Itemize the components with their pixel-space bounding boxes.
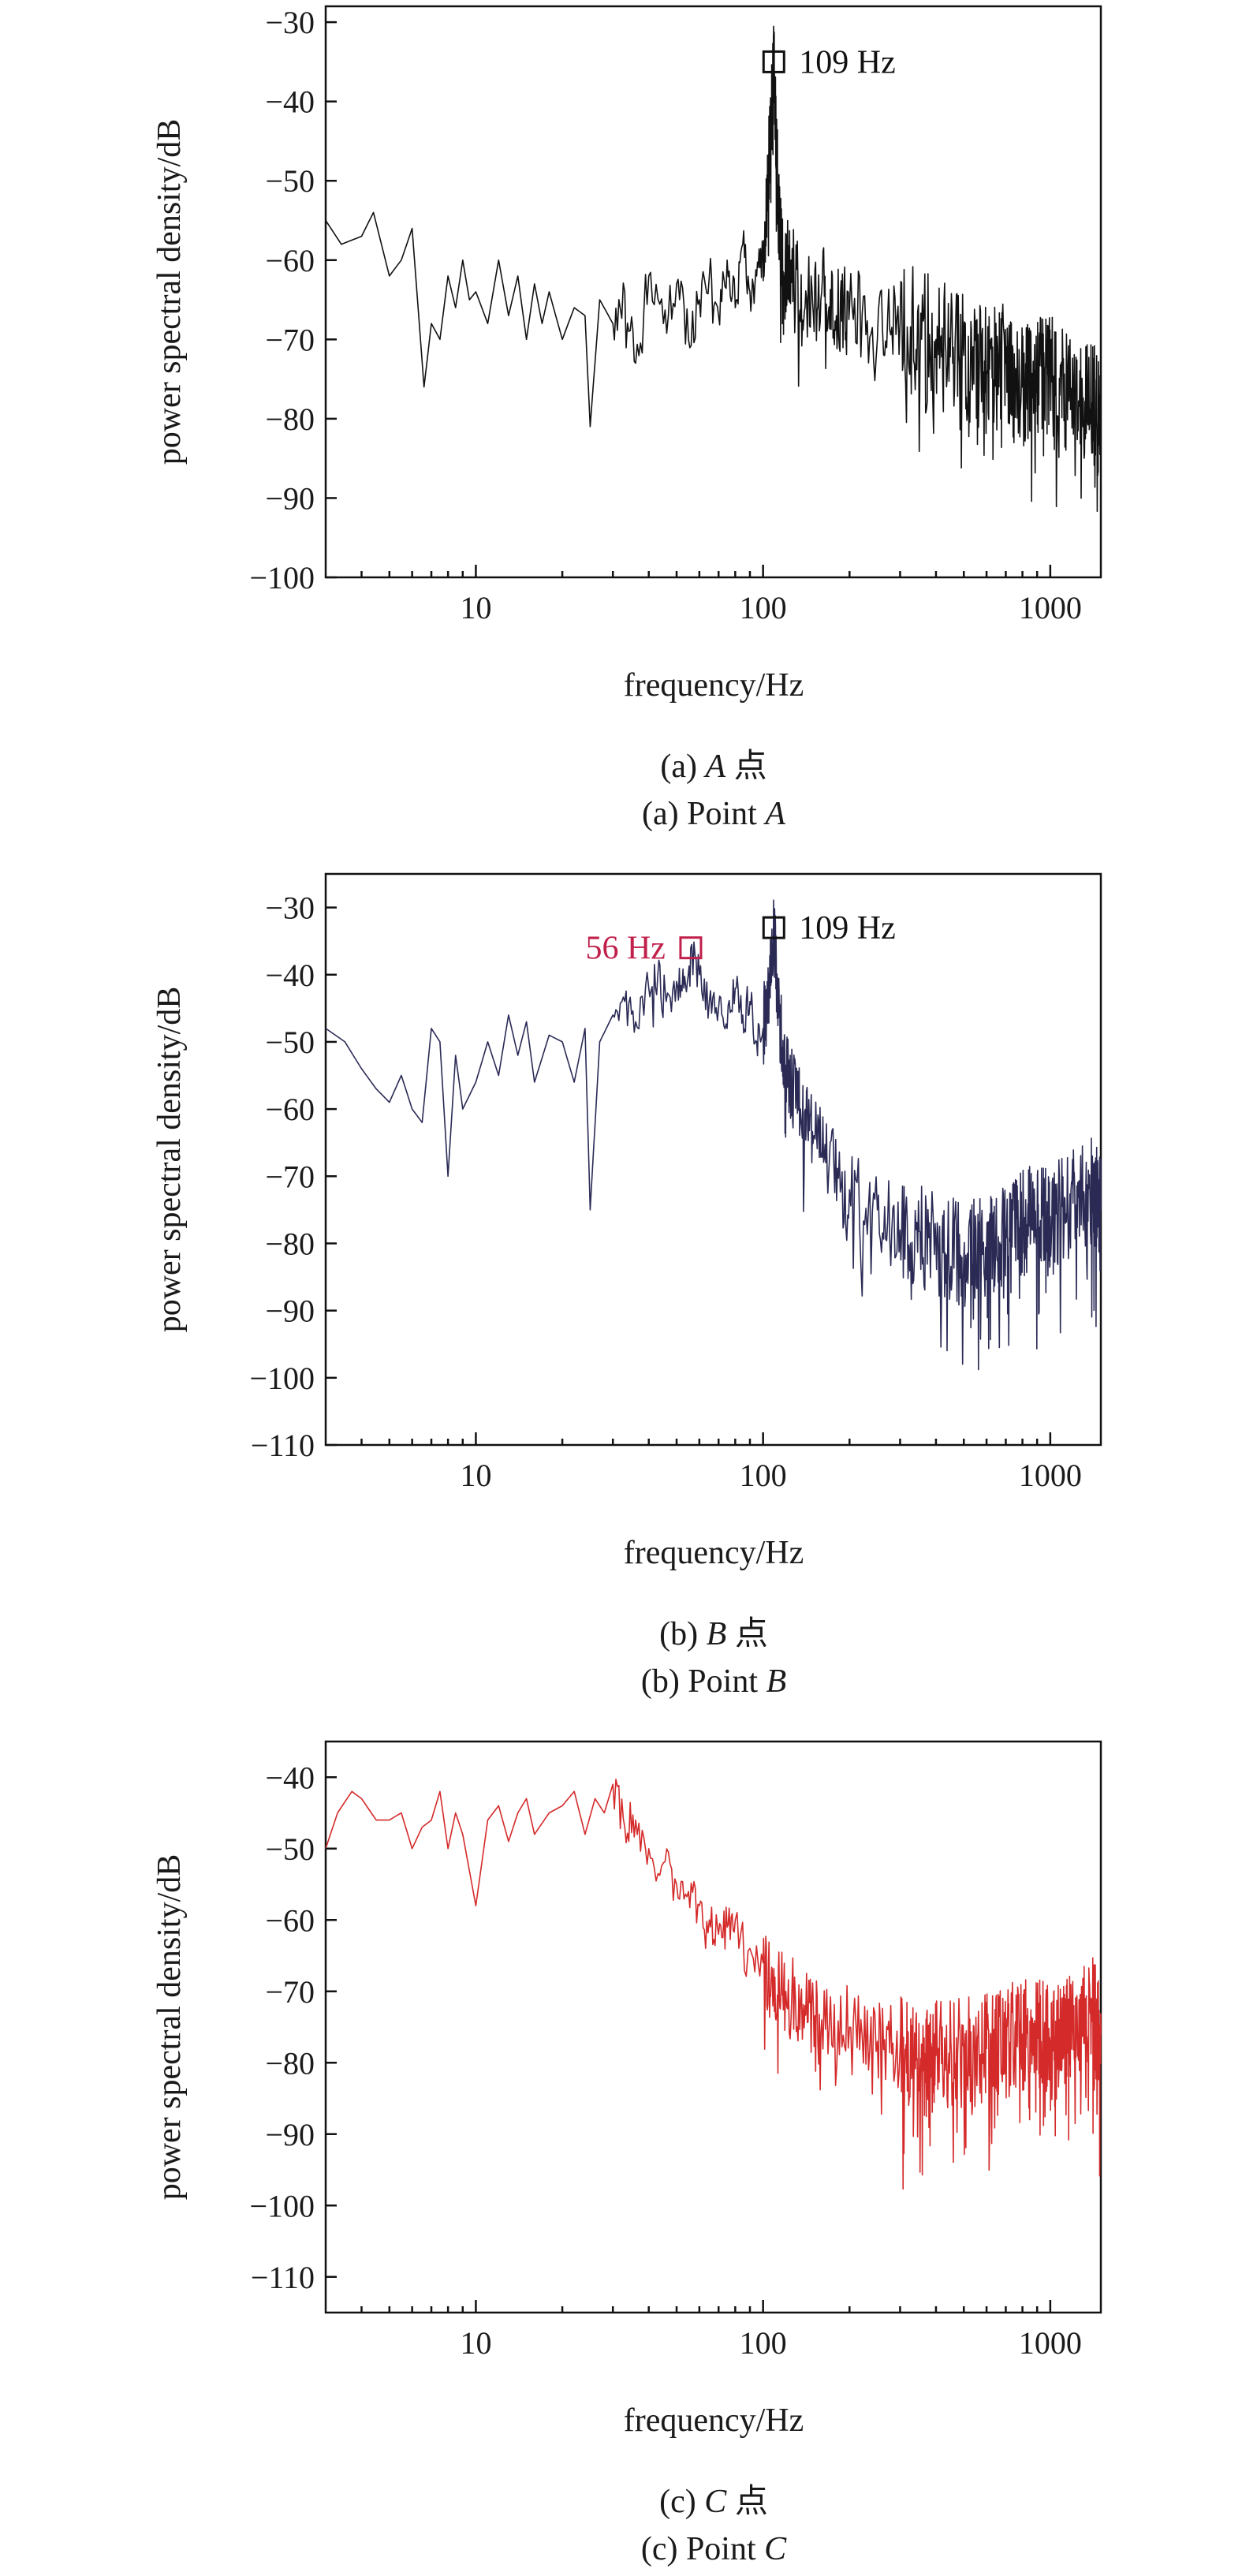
chart-b-caption-cn-letter: B [707, 1616, 727, 1652]
chart-a-ytick-label: −50 [265, 163, 315, 199]
chart-b-ytick-label: −90 [265, 1294, 315, 1329]
chart-a-caption-cn-prefix: (a) [660, 749, 705, 785]
chart-a-xtick-label: 100 [740, 590, 787, 625]
chart-a-ytick-label: −90 [265, 480, 315, 516]
chart-c-ytick-label: −40 [265, 1760, 315, 1795]
chart-a-ytick-label: −30 [265, 5, 315, 40]
chart-a: −100 −90 −80 −70 −60 −50 −40 −30 10 100 1000 109 H… [151, 5, 1102, 832]
chart-b-caption-cn: (b) B 点 [659, 1616, 768, 1652]
chart-b-ticks: −110 −100 −90 −80 −70 −60 −50 −40 −30 10 100 1000 [249, 890, 1081, 1493]
chart-a-peak-label: 109 Hz [799, 44, 895, 80]
chart-c-caption-en-letter: C [764, 2531, 787, 2567]
chart-a-caption-en-letter: A [763, 796, 785, 832]
chart-c-ytick-label: −80 [265, 2045, 315, 2081]
chart-a-ytick-label: −100 [249, 560, 315, 595]
chart-b-caption-en-letter: B [766, 1663, 787, 1700]
chart-a-plot-area [324, 5, 1102, 579]
chart-b-peak-marker [762, 916, 785, 939]
chart-a-ytick-label: −70 [265, 322, 315, 357]
chart-a-series-line [325, 25, 1102, 513]
chart-c-ytick-label: −50 [265, 1831, 315, 1867]
chart-b-ytick-label: −70 [265, 1159, 315, 1194]
chart-c-caption-en-prefix: (c) Point [641, 2531, 764, 2567]
chart-a-peak-marker [762, 50, 785, 73]
chart-b-peak-label: 109 Hz [799, 910, 895, 946]
chart-c-caption-cn-prefix: (c) [659, 2484, 704, 2520]
chart-c-series-line [325, 1779, 1102, 2190]
chart-b-ytick-label: −80 [265, 1226, 315, 1261]
chart-a-annotations: 109 Hz [762, 44, 896, 80]
chart-a-caption-cn-suffix: 点 [725, 749, 767, 785]
chart-b-peak-marker [679, 936, 703, 960]
chart-a-caption-cn-letter: A [703, 749, 725, 785]
chart-b-caption-cn-suffix: 点 [726, 1616, 768, 1652]
chart-b-ytick-label: −110 [251, 1428, 315, 1463]
chart-b-ytick-label: −100 [249, 1361, 315, 1396]
chart-c-ytick-label: −100 [249, 2188, 315, 2223]
chart-a-xtick-label: 10 [460, 590, 491, 625]
chart-b-plot-area [324, 872, 1102, 1447]
chart-c-ytick-label: −60 [265, 1902, 315, 1938]
chart-b-ytick-label: −30 [265, 890, 315, 926]
chart-b-ytick-label: −50 [265, 1025, 315, 1060]
chart-c-xtick-label: 100 [740, 2325, 787, 2361]
chart-c-series [325, 1779, 1102, 2190]
chart-b-caption-en: (b) Point B [641, 1663, 786, 1700]
chart-b: −110 −100 −90 −80 −70 −60 −50 −40 −30 10 100 1000 5… [151, 872, 1102, 1700]
chart-c-ticks: −110 −100 −90 −80 −70 −60 −50 −40 10 100 1000 [249, 1760, 1081, 2361]
chart-c-ytick-label: −70 [265, 1974, 315, 2010]
chart-b-caption-cn-prefix: (b) [659, 1616, 706, 1652]
chart-b-series [325, 899, 1102, 1371]
chart-a-xtick-label: 1000 [1019, 590, 1082, 625]
chart-a-caption-en: (a) Point A [642, 796, 785, 832]
chart-c: −110 −100 −90 −80 −70 −60 −50 −40 10 100 1000 powe… [151, 1740, 1102, 2567]
chart-c-caption-cn-suffix: 点 [726, 2484, 768, 2520]
chart-a-ytick-label: −40 [265, 84, 315, 120]
chart-a-ticks: −100 −90 −80 −70 −60 −50 −40 −30 10 100 1000 [249, 5, 1081, 625]
chart-b-ylabel: power spectral density/dB [151, 987, 188, 1333]
chart-b-peak-label: 56 Hz [585, 931, 665, 967]
chart-a-caption-en-prefix: (a) Point [642, 796, 765, 832]
chart-b-xtick-label: 1000 [1019, 1458, 1082, 1493]
chart-a-xlabel: frequency/Hz [624, 667, 804, 704]
chart-b-series-line [325, 899, 1102, 1371]
chart-b-ytick-label: −40 [265, 958, 315, 993]
chart-c-caption-en: (c) Point C [641, 2531, 787, 2567]
chart-a-ylabel: power spectral density/dB [151, 119, 188, 465]
chart-b-caption-en-prefix: (b) Point [641, 1663, 766, 1700]
chart-c-xtick-label: 1000 [1019, 2325, 1082, 2361]
chart-c-caption-cn-letter: C [704, 2484, 727, 2520]
chart-b-xlabel: frequency/Hz [624, 1535, 804, 1571]
chart-c-xlabel: frequency/Hz [624, 2402, 804, 2439]
chart-c-ytick-label: −90 [265, 2117, 315, 2152]
chart-b-ytick-label: −60 [265, 1092, 315, 1127]
chart-a-series [325, 25, 1102, 513]
chart-b-annotations: 56 Hz 109 Hz [585, 910, 895, 967]
chart-a-caption-cn: (a) A 点 [660, 749, 766, 785]
chart-c-xtick-label: 10 [460, 2325, 491, 2361]
chart-c-caption-cn: (c) C 点 [659, 2484, 768, 2520]
chart-a-ytick-label: −60 [265, 243, 315, 278]
chart-a-ytick-label: −80 [265, 401, 315, 437]
chart-c-ytick-label: −110 [251, 2260, 315, 2295]
chart-c-ylabel: power spectral density/dB [151, 1854, 188, 2201]
chart-b-xtick-label: 10 [460, 1458, 491, 1493]
chart-b-xtick-label: 100 [740, 1458, 787, 1493]
